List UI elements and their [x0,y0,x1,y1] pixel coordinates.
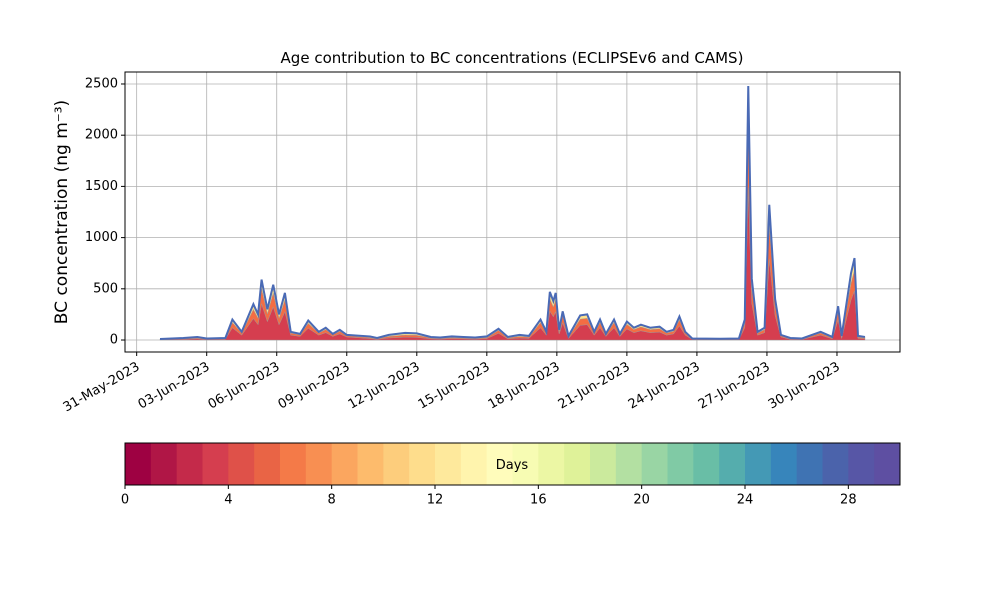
colorbar-swatch [228,443,255,485]
colorbar-swatch [176,443,203,485]
y-axis-label: BC concentration (ng m⁻³) [52,100,72,324]
colorbar-swatch [693,443,720,485]
colorbar-swatch [770,443,798,485]
colorbar-swatch [409,443,436,485]
colorbar-swatch [874,443,901,485]
colorbar-tick-label: 8 [328,493,336,508]
plot-frame [124,71,901,353]
colorbar-tick-label: 4 [224,493,232,508]
colorbar-tick-label: 24 [737,493,754,508]
total-outline [159,86,866,340]
colorbar-tick-label: 0 [121,493,129,508]
colorbar-swatch [383,443,410,485]
colorbar-swatch [280,443,307,485]
colorbar-swatch [822,443,849,485]
colorbar-swatch [796,443,823,485]
colorbar-swatch [590,443,617,485]
colorbar-swatch [512,443,539,485]
colorbar-swatch [564,443,591,485]
colorbar-swatch [460,443,488,485]
colorbar-swatch [254,443,281,485]
colorbar-label: Days [496,458,529,473]
y-tick-label: 2500 [85,76,118,91]
colorbar-frame [124,442,901,486]
colorbar-swatch [357,443,384,485]
colorbar-swatch [615,443,643,485]
colorbar-swatch [745,443,772,485]
colorbar-swatch [719,443,746,485]
y-tick-label: 0 [110,333,118,348]
colorbar-swatch [150,443,178,485]
colorbar-tick-label: 20 [633,493,650,508]
colorbar-tick-label: 16 [530,493,547,508]
colorbar-swatch [641,443,668,485]
colorbar-swatch [305,443,333,485]
y-tick-label: 2000 [85,128,118,143]
colorbar-tick-label: 12 [427,493,444,508]
colorbar-tick-label: 28 [840,493,857,508]
colorbar-swatch [125,443,152,485]
colorbar-swatch [435,443,462,485]
colorbar-swatch [848,443,875,485]
colorbar-swatch [667,443,694,485]
colorbar-swatch [202,443,229,485]
colorbar-swatch [486,443,513,485]
colorbar-swatch [538,443,565,485]
y-tick-label: 1000 [85,230,118,245]
chart-title: Age contribution to BC concentrations (E… [281,49,744,67]
y-tick-label: 1500 [85,179,118,194]
y-tick-label: 500 [93,281,118,296]
colorbar-swatch [331,443,358,485]
